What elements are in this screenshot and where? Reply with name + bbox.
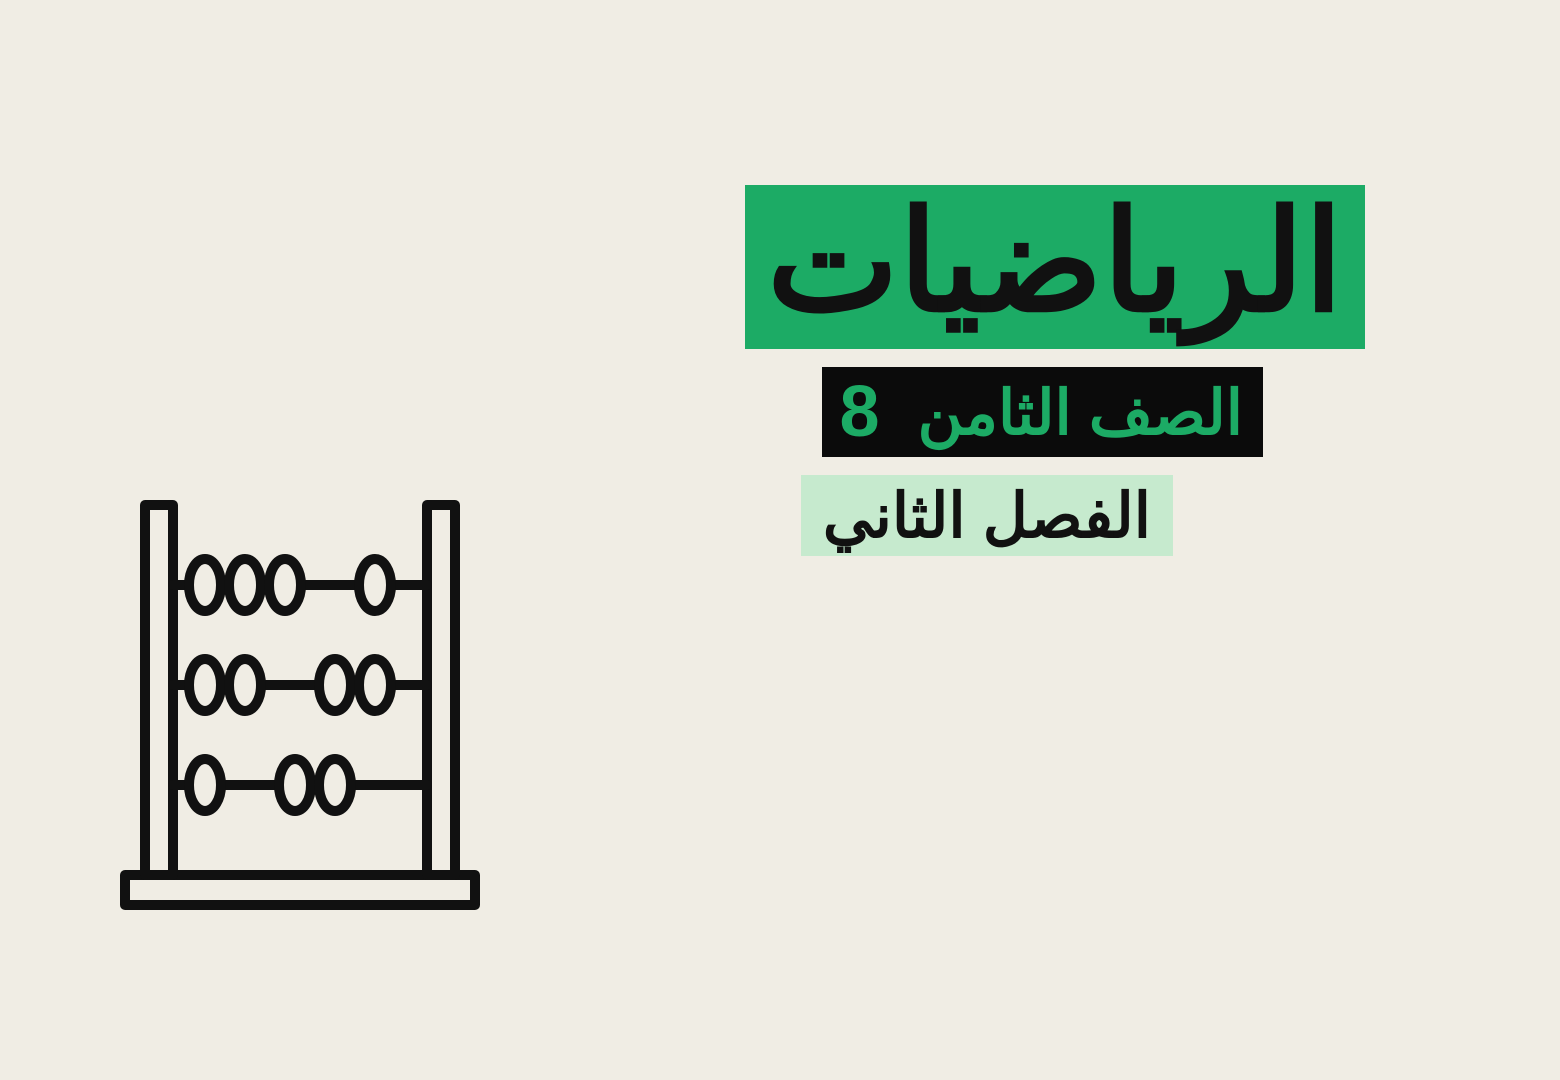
grade-row: 8 الصف الثامن [822,367,1273,457]
subject-title: الرياضيات [745,185,1365,349]
semester-label: الفصل الثاني [801,475,1173,556]
abacus-icon [115,495,485,920]
grade-number-badge: 8 [822,367,898,457]
grade-label: الصف الثامن [898,367,1263,457]
course-info-block: الرياضيات 8 الصف الثامن الفصل الثاني [745,185,1365,556]
